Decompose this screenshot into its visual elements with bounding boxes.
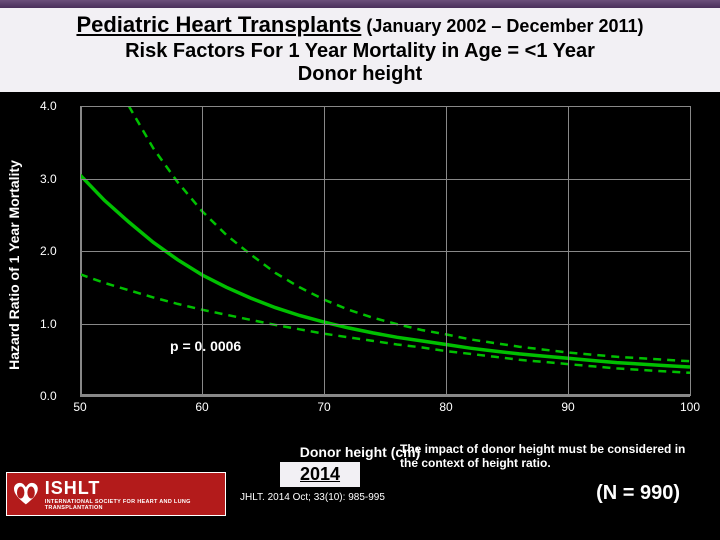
- grid-v: [80, 106, 81, 396]
- citation: JHLT. 2014 Oct; 33(10): 985-995: [240, 492, 385, 503]
- grid-v: [690, 106, 691, 396]
- grid-v: [324, 106, 325, 396]
- x-tick: 50: [73, 400, 86, 414]
- x-tick: 100: [680, 400, 700, 414]
- title-line1: Pediatric Heart Transplants (January 200…: [10, 12, 710, 38]
- n-label: (N = 990): [596, 482, 680, 505]
- logo-text-main: ISHLT: [45, 478, 225, 499]
- y-tick: 2.0: [40, 244, 57, 258]
- x-tick: 60: [195, 400, 208, 414]
- p-value: p = 0. 0006: [170, 338, 241, 354]
- grid-v: [446, 106, 447, 396]
- grid-h: [80, 179, 690, 180]
- y-tick: 3.0: [40, 172, 57, 186]
- title-line3: Donor height: [10, 63, 710, 86]
- header: Pediatric Heart Transplants (January 200…: [0, 8, 720, 92]
- logo-text-sub: INTERNATIONAL SOCIETY FOR HEART AND LUNG…: [45, 499, 225, 511]
- y-axis-label: Hazard Ratio of 1 Year Mortality: [6, 160, 22, 370]
- title-main: Pediatric Heart Transplants: [76, 12, 361, 37]
- x-tick: 80: [439, 400, 452, 414]
- grid-h: [80, 251, 690, 252]
- title-sub: (January 2002 – December 2011): [361, 16, 643, 36]
- ishlt-logo: ISHLT INTERNATIONAL SOCIETY FOR HEART AN…: [6, 472, 226, 516]
- heart-lung-icon: [11, 477, 41, 511]
- grid-h: [80, 106, 690, 107]
- title-line2: Risk Factors For 1 Year Mortality in Age…: [10, 40, 710, 63]
- x-tick: 90: [561, 400, 574, 414]
- body-area: Hazard Ratio of 1 Year Mortality Donor h…: [0, 92, 720, 540]
- grid-h: [80, 396, 690, 397]
- chart: Hazard Ratio of 1 Year Mortality Donor h…: [20, 100, 700, 430]
- y-tick: 0.0: [40, 389, 57, 403]
- year-label: 2014: [280, 462, 360, 487]
- top-bar: [0, 0, 720, 8]
- y-tick: 4.0: [40, 99, 57, 113]
- x-tick: 70: [317, 400, 330, 414]
- grid-v: [568, 106, 569, 396]
- grid-v: [202, 106, 203, 396]
- slide: Pediatric Heart Transplants (January 200…: [0, 0, 720, 540]
- y-tick: 1.0: [40, 317, 57, 331]
- plot-area: p = 0. 0006 0.01.02.03.04.05060708090100: [80, 106, 690, 396]
- footer-note: The impact of donor height must be consi…: [400, 442, 700, 470]
- logo-text: ISHLT INTERNATIONAL SOCIETY FOR HEART AN…: [45, 478, 225, 511]
- grid-h: [80, 324, 690, 325]
